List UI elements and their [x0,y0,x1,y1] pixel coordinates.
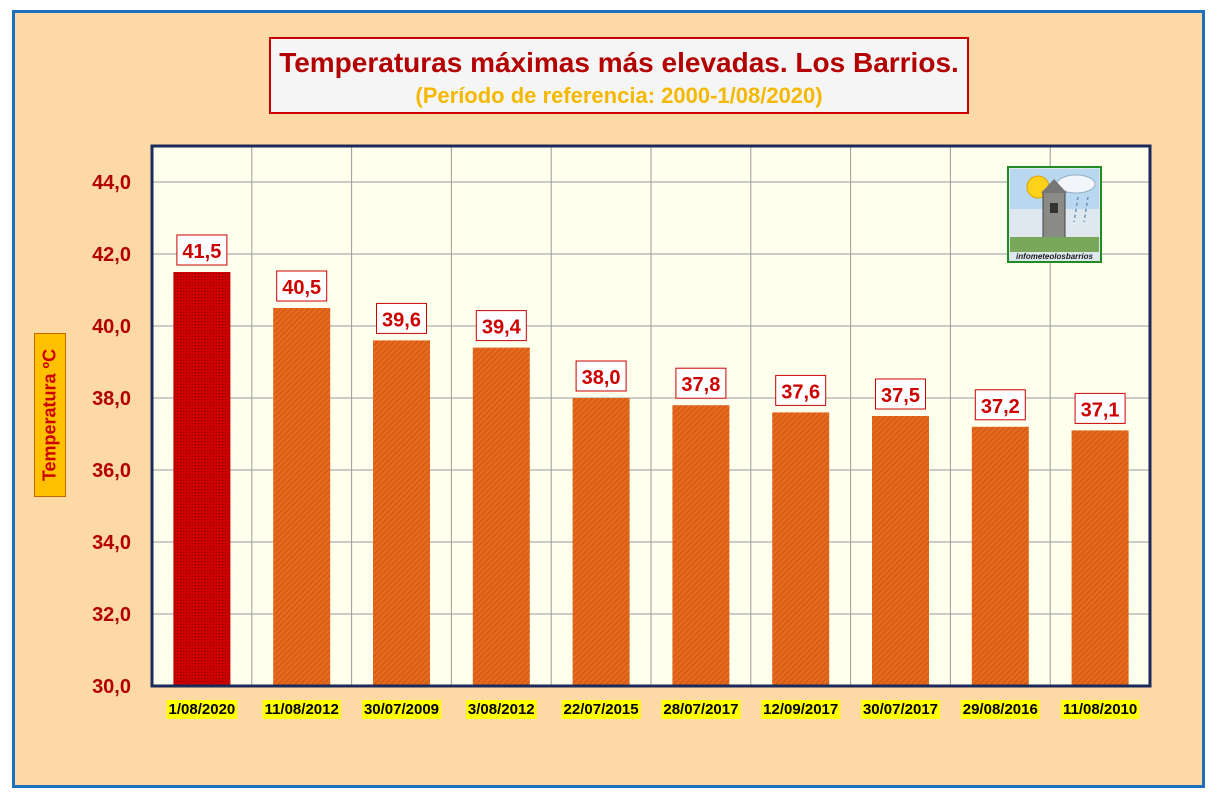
x-tick-label: 11/08/2010 [1063,701,1137,718]
bar [872,416,929,686]
logo-ground [1010,237,1099,252]
y-axis-label-box: Temperatura ºC [34,333,66,497]
y-tick-label: 40,0 [92,316,131,338]
x-tick-label: 12/09/2017 [763,701,838,718]
bar [672,405,730,686]
x-tick-label-highlight [361,700,442,719]
bar [373,340,430,686]
x-tick-label: 1/08/2020 [169,701,236,718]
data-label: 39,4 [482,317,522,339]
y-tick-label: 32,0 [92,604,131,626]
x-tick-label: 29/08/2016 [963,701,1038,718]
x-tick-label-highlight [661,700,741,719]
bar [273,308,331,686]
bars: 41,5 40,5 39,6 39,4 38,0 37,8 37,6 37,5 37,2 37,1 [173,234,1129,686]
x-tick-label: 30/07/2009 [364,701,439,718]
y-tick-labels: 30,0 32,0 34,0 36,0 38,0 40,0 42,0 44,0 [92,172,131,698]
data-label-box [276,270,328,302]
x-tick-label: 28/07/2017 [663,701,738,718]
x-tick-label: 3/08/2012 [468,701,535,718]
logo: infometeolosbarrios [1007,166,1102,263]
data-label: 37,8 [681,374,720,396]
chart-subtitle: (Período de referencia: 2000-1/08/2020) [415,83,823,108]
bar [1071,430,1129,686]
x-tick-label-highlight [860,700,941,719]
tower-roof-icon [1041,179,1067,193]
data-label: 37,5 [881,385,920,407]
x-tick-label: 11/08/2012 [265,701,339,718]
y-tick-label: 36,0 [92,460,131,482]
data-label-box [675,367,727,399]
data-label: 37,6 [781,381,820,403]
x-tick-labels: 1/08/2020 11/08/2012 30/07/2009 3/08/2012 22… [166,700,1140,719]
bar [173,272,231,686]
data-label: 38,0 [582,367,621,389]
rain-icon [1073,196,1079,223]
rain-icon [1083,196,1089,223]
data-label-box [775,374,827,406]
data-label-box [475,310,527,342]
y-tick-label: 44,0 [92,172,131,194]
x-tick-label-highlight [761,700,841,719]
data-label: 37,2 [981,396,1020,418]
data-label-box [1074,392,1126,424]
x-tick-label: 30/07/2017 [863,701,938,718]
data-label-box [875,378,926,410]
logo-text: infometeolosbarrios [1016,252,1093,261]
data-label-box [376,302,427,334]
x-tick-label-highlight [465,700,537,719]
x-tick-label-highlight [166,700,238,719]
plot-border [150,144,1152,688]
y-tick-label: 42,0 [92,244,131,266]
tower-window [1050,203,1058,213]
x-tick-label-highlight [960,700,1040,719]
x-tick-label: 22/07/2015 [564,701,639,718]
title-box: Temperaturas máximas más elevadas. Los B… [269,37,969,114]
data-label-box [176,234,228,266]
x-tick-label-highlight [262,700,341,719]
data-label-box [575,360,627,392]
data-label-box [974,389,1026,421]
bar [772,412,830,686]
data-label: 41,5 [182,241,221,263]
bar [572,398,630,686]
y-tick-label: 30,0 [92,676,131,698]
chart-title: Temperaturas máximas más elevadas. Los B… [279,47,959,78]
y-tick-label: 34,0 [92,532,131,554]
data-label: 39,6 [382,309,421,331]
data-label: 40,5 [282,277,321,299]
y-tick-label: 38,0 [92,388,131,410]
x-tick-label-highlight [1060,700,1140,719]
bar [971,426,1029,686]
data-label: 37,1 [1081,399,1120,421]
x-tick-label-highlight [561,700,641,719]
bar [472,347,530,686]
